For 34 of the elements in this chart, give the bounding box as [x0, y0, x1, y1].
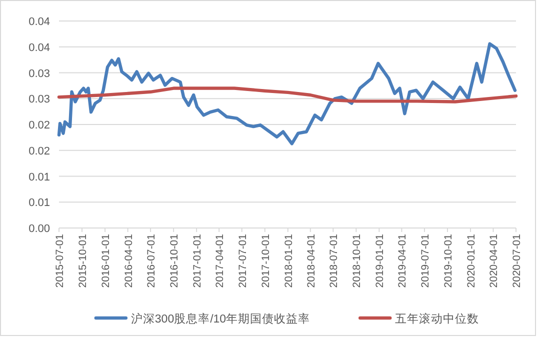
x-tick-label: 2019-10-01: [442, 234, 454, 288]
x-tick-label: 2018-04-01: [305, 234, 318, 288]
y-tick-label: 0.03: [28, 94, 50, 106]
x-tick-label: 2016-01-01: [100, 234, 112, 288]
x-tick-label: 2017-10-01: [260, 234, 272, 288]
line-series: [57, 42, 517, 146]
x-tick-label: 2019-07-01: [419, 234, 432, 288]
y-tick-label: 0.03: [28, 68, 50, 80]
line-series: [57, 86, 518, 104]
x-tick-label: 2015-07-01: [54, 234, 66, 288]
x-tick-label: 2017-07-01: [236, 234, 249, 288]
y-tick-label: 0.04: [28, 42, 50, 54]
y-tick-label: 0.01: [28, 197, 50, 210]
x-tick-label: 2019-04-01: [396, 234, 409, 288]
x-tick-label: 2016-04-01: [122, 234, 135, 288]
legend-label: 五年滚动中位数: [395, 312, 480, 326]
x-tick-label: 2016-10-01: [168, 234, 181, 288]
y-tick-label: 0.01: [28, 171, 50, 184]
y-tick-label: 0.04: [28, 16, 50, 28]
x-tick-label: 2018-10-01: [351, 234, 364, 288]
x-tick-label: 2015-10-01: [77, 234, 90, 288]
x-tick-label: 2020-07-01: [511, 234, 523, 288]
x-tick-label: 2020-04-01: [488, 234, 500, 288]
y-tick-label: 0.02: [28, 145, 50, 158]
x-tick-label: 2016-07-01: [146, 234, 158, 288]
x-tick-label: 2020-01-01: [465, 234, 478, 288]
x-tick-label: 2018-07-01: [328, 234, 340, 288]
y-tick-label: 0.00: [28, 223, 50, 235]
x-tick-label: 2017-04-01: [214, 234, 226, 288]
y-tick-label: 0.02: [28, 120, 50, 132]
legend-label: 沪深300股息率/10年期国债收益率: [130, 312, 310, 326]
x-tick-label: 2017-01-01: [192, 234, 204, 288]
x-tick-label: 2019-01-01: [374, 234, 386, 288]
x-tick-label: 2018-01-01: [282, 234, 295, 288]
